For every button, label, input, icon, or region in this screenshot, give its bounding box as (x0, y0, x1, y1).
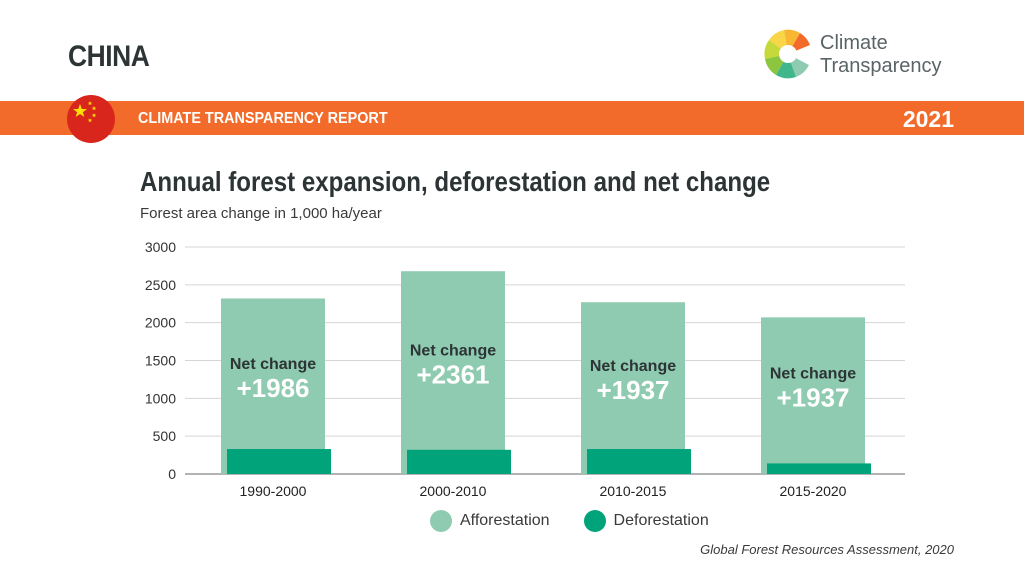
x-tick-label: 1990-2000 (240, 483, 307, 499)
bar-deforestation (587, 449, 691, 474)
logo-line-2: Transparency (820, 55, 942, 77)
net-change-label: Net change (770, 366, 856, 383)
bar-deforestation (227, 449, 331, 474)
bar-afforestation (761, 317, 865, 474)
net-change-label: Net change (410, 343, 496, 360)
net-change-label: Net change (230, 356, 316, 373)
y-tick-label: 2000 (145, 315, 176, 331)
bar-afforestation (401, 271, 505, 474)
source-note: Global Forest Resources Assessment, 2020 (700, 542, 954, 557)
x-tick-label: 2010-2015 (600, 483, 667, 499)
chart-title: Annual forest expansion, deforestation a… (140, 166, 771, 197)
legend-item-deforestation: Deforestation (583, 510, 709, 532)
legend-swatch-deforestation (583, 510, 606, 532)
y-tick-label: 3000 (145, 239, 176, 255)
logo-line-1: Climate (820, 32, 888, 54)
china-flag-icon (67, 95, 115, 143)
legend-swatch-afforestation (430, 510, 452, 532)
net-change-label: Net change (590, 358, 676, 375)
legend-item-afforestation: Afforestation (430, 510, 550, 532)
y-tick-label: 0 (168, 466, 176, 482)
country-title: CHINA (68, 40, 150, 73)
report-title: CLIMATE TRANSPARENCY REPORT (138, 110, 388, 127)
y-tick-label: 1500 (145, 353, 176, 369)
bar-deforestation (767, 463, 871, 474)
net-change-value: +1937 (776, 383, 849, 413)
bar-afforestation (581, 302, 685, 474)
chart-subtitle: Forest area change in 1,000 ha/year (140, 205, 382, 222)
y-tick-label: 1000 (145, 390, 176, 406)
y-tick-label: 2500 (145, 277, 176, 293)
climate-transparency-logo: Climate Transparency (760, 26, 970, 86)
bar-deforestation (407, 449, 511, 474)
net-change-value: +1986 (236, 373, 309, 403)
x-tick-label: 2015-2020 (780, 483, 847, 499)
legend-label-afforestation: Afforestation (460, 512, 550, 529)
logo-sunburst-icon (764, 29, 810, 79)
bar-afforestation (221, 298, 325, 474)
logo-text: Climate Transparency (820, 32, 942, 78)
net-change-value: +1937 (596, 375, 669, 405)
x-tick-label: 2000-2010 (420, 483, 487, 499)
report-year: 2021 (902, 106, 954, 132)
legend-label-deforestation: Deforestation (613, 512, 709, 529)
net-change-value: +2361 (416, 360, 489, 390)
y-tick-label: 500 (153, 428, 177, 444)
chart-legend: Afforestation Deforestation (430, 510, 709, 532)
report-banner: CLIMATE TRANSPARENCY REPORT 2021 (0, 101, 1024, 135)
